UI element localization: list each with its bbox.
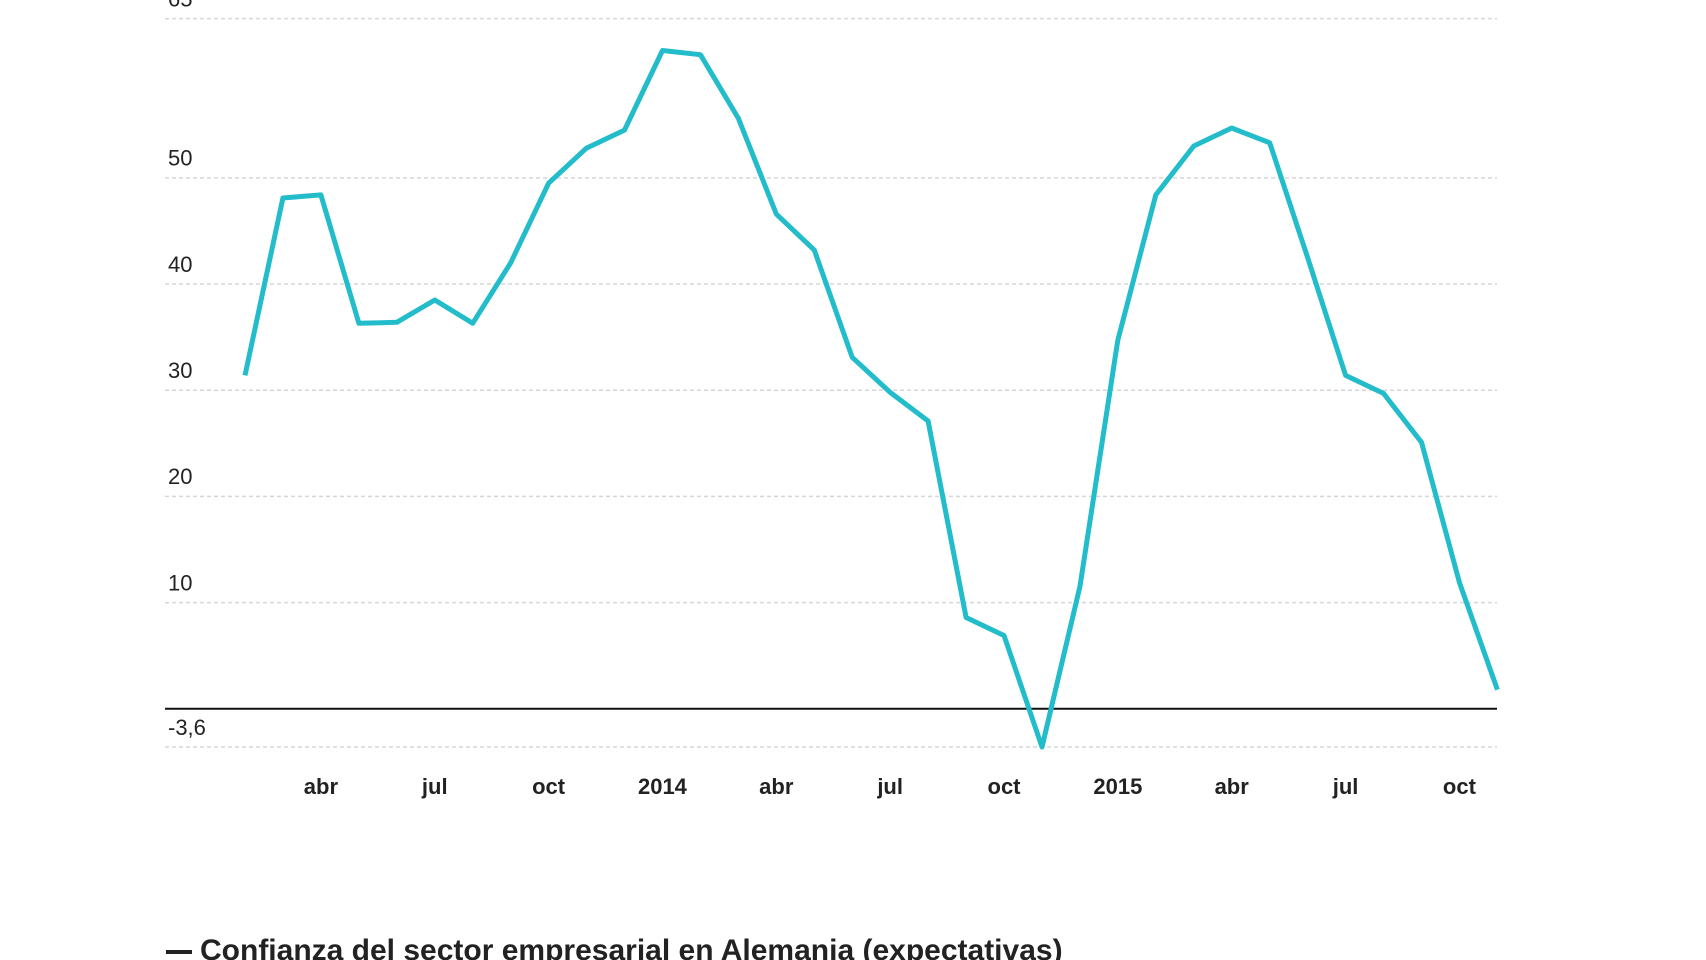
y-tick-label: 30	[168, 358, 192, 383]
x-tick-label: oct	[988, 774, 1022, 799]
x-tick-label: jul	[876, 774, 903, 799]
y-tick-label: 50	[168, 146, 192, 171]
x-tick-label: 2014	[638, 774, 688, 799]
x-tick-label: 2015	[1093, 774, 1142, 799]
legend-label: Confianza del sector empresarial en Alem…	[200, 934, 1063, 960]
y-tick-label: 20	[168, 464, 192, 489]
x-tick-label: abr	[304, 774, 339, 799]
x-tick-label: jul	[1332, 774, 1359, 799]
data-line	[242, 48, 1500, 750]
y-tick-label: 40	[168, 252, 192, 277]
x-tick-label: abr	[759, 774, 794, 799]
y-tick-label: -3,6	[168, 715, 206, 740]
x-tick-label: oct	[532, 774, 566, 799]
x-tick-label: oct	[1443, 774, 1477, 799]
y-tick-label: 65	[168, 0, 192, 11]
y-tick-label: 10	[168, 570, 192, 595]
x-tick-label: jul	[421, 774, 448, 799]
x-tick-label: abr	[1215, 774, 1250, 799]
